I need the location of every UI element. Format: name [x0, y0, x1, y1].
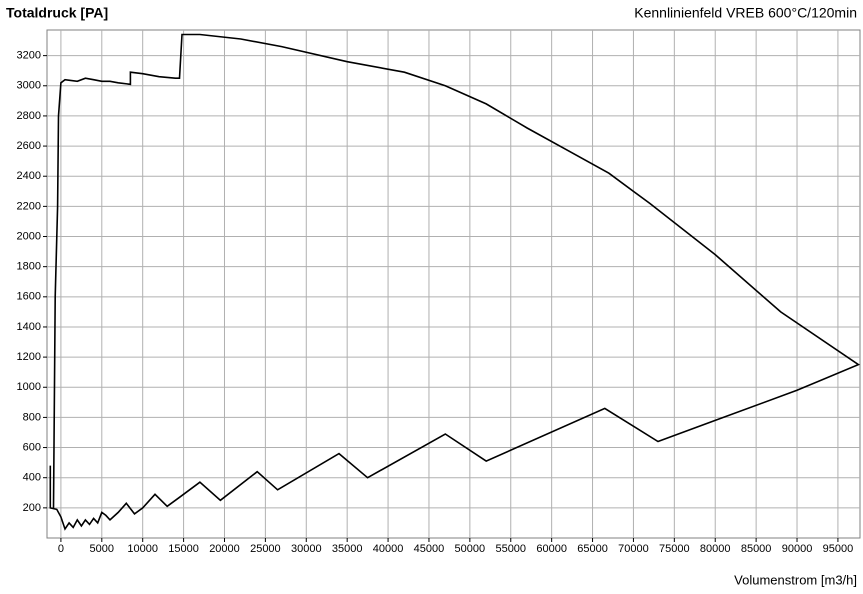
x-tick-label: 70000 [618, 543, 649, 555]
y-tick-label: 400 [23, 472, 41, 484]
y-tick-label: 3000 [17, 80, 41, 92]
x-tick-label: 5000 [90, 543, 114, 555]
plot-frame [46, 29, 861, 539]
y-tick-label: 2800 [17, 110, 41, 122]
x-axis-label: Volumenstrom [m3/h] [734, 572, 857, 587]
x-tick-label: 15000 [168, 543, 199, 555]
x-tick-label: 90000 [782, 543, 813, 555]
chart-subtitle: Kennlinienfeld VREB 600°C/120min [634, 5, 857, 21]
y-tick-label: 200 [23, 502, 41, 514]
curve [49, 33, 861, 531]
x-tick-label: 75000 [659, 543, 690, 555]
x-tick-label: 40000 [373, 543, 404, 555]
x-tick-label: 95000 [823, 543, 854, 555]
x-tick-label: 30000 [291, 543, 322, 555]
x-tick-label: 60000 [536, 543, 567, 555]
y-tick-label: 1400 [17, 321, 41, 333]
y-tick-label: 3200 [17, 50, 41, 62]
y-tick-label: 2000 [17, 230, 41, 242]
x-tick-label: 20000 [209, 543, 240, 555]
x-tick-label: 35000 [332, 543, 363, 555]
x-tick-label: 0 [58, 543, 64, 555]
x-tick-label: 25000 [250, 543, 281, 555]
y-tick-label: 600 [23, 441, 41, 453]
y-tick-label: 2400 [17, 170, 41, 182]
x-tick-label: 10000 [127, 543, 158, 555]
x-tick-label: 80000 [700, 543, 731, 555]
x-tick-label: 85000 [741, 543, 772, 555]
chart-title: Totaldruck [PA] [6, 5, 108, 21]
x-tick-label: 55000 [495, 543, 526, 555]
x-tick-label: 50000 [455, 543, 486, 555]
y-tick-label: 2200 [17, 200, 41, 212]
y-tick-label: 2600 [17, 140, 41, 152]
y-tick-label: 1000 [17, 381, 41, 393]
x-tick-label: 45000 [414, 543, 445, 555]
y-tick-label: 800 [23, 411, 41, 423]
y-tick-label: 1800 [17, 261, 41, 273]
y-tick-label: 1200 [17, 351, 41, 363]
y-tick-label: 1600 [17, 291, 41, 303]
x-tick-label: 65000 [577, 543, 608, 555]
